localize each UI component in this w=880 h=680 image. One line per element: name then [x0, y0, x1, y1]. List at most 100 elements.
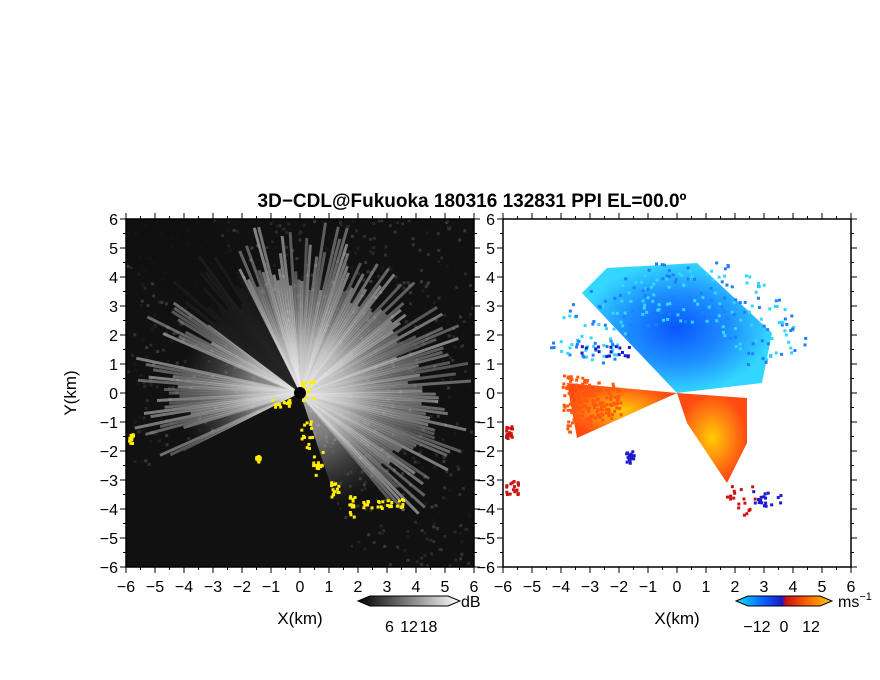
- noise-speckle: [145, 346, 149, 350]
- noise-speckle: [149, 440, 153, 444]
- noise-speckle: [347, 250, 351, 254]
- y-tick-label: 2: [486, 328, 495, 345]
- velocity-clutter: [509, 482, 513, 486]
- blocked-sector: [126, 393, 358, 567]
- velocity-speckle: [575, 342, 579, 346]
- ground-clutter: [376, 505, 380, 509]
- velocity-speckle: [580, 334, 584, 338]
- noise-speckle: [256, 229, 260, 233]
- noise-speckle: [470, 306, 474, 310]
- velocity-speckle: [656, 308, 660, 312]
- velocity-speckle: [749, 323, 753, 327]
- noise-speckle: [423, 475, 427, 479]
- noise-speckle: [372, 246, 376, 250]
- velocity-speckle: [758, 356, 762, 360]
- noise-speckle: [388, 223, 392, 227]
- velocity-speckle: [622, 315, 626, 319]
- noise-speckle: [354, 251, 358, 255]
- velocity-speckle: [608, 403, 612, 407]
- noise-speckle: [420, 529, 424, 533]
- velocity-clutter: [753, 501, 757, 505]
- velocity-clutter: [605, 355, 609, 359]
- velocity-speckle: [641, 299, 645, 303]
- noise-speckle: [439, 263, 443, 267]
- velocity-speckle: [566, 351, 570, 355]
- noise-speckle: [287, 222, 291, 226]
- velocity-clutter: [626, 456, 630, 460]
- noise-speckle: [452, 327, 456, 331]
- velocity-speckle: [570, 421, 574, 425]
- velocity-speckle: [718, 329, 722, 333]
- noise-speckle: [448, 356, 452, 360]
- noise-speckle: [418, 451, 422, 455]
- noise-speckle: [442, 496, 446, 500]
- velocity-clutter: [512, 480, 516, 484]
- velocity-speckle: [766, 339, 770, 343]
- noise-speckle: [396, 283, 400, 287]
- noise-speckle: [278, 273, 282, 277]
- velocity-colorbar-unit-exponent: −1: [859, 591, 872, 603]
- velocity-clutter: [776, 496, 780, 500]
- velocity-speckle: [790, 314, 794, 318]
- velocity-speckle: [613, 357, 617, 361]
- ground-clutter: [304, 381, 308, 385]
- velocity-speckle: [762, 283, 766, 287]
- ground-clutter: [288, 398, 292, 402]
- velocity-speckle: [615, 311, 619, 315]
- velocity-speckle: [720, 305, 724, 309]
- velocity-speckle: [765, 358, 769, 362]
- velocity-speckle: [723, 296, 727, 300]
- velocity-speckle: [777, 321, 781, 325]
- ground-clutter: [256, 458, 260, 462]
- noise-speckle: [398, 501, 402, 505]
- ground-clutter: [312, 461, 316, 465]
- velocity-speckle: [678, 272, 682, 276]
- velocity-speckle: [576, 375, 580, 379]
- velocity-clutter: [732, 496, 736, 500]
- noise-speckle: [442, 455, 446, 459]
- x-tick-label: −6: [117, 579, 135, 596]
- ground-clutter: [314, 473, 318, 477]
- x-tick-label: −5: [523, 579, 541, 596]
- velocity-speckle: [757, 305, 761, 309]
- velocity-speckle: [634, 280, 638, 284]
- velocity-clutter: [510, 435, 514, 439]
- velocity-speckle: [764, 360, 768, 364]
- x-tick-label: 1: [702, 579, 711, 596]
- velocity-speckle: [783, 317, 787, 321]
- velocity-clutter: [628, 461, 632, 465]
- velocity-speckle: [641, 289, 645, 293]
- velocity-speckle: [644, 287, 648, 291]
- velocity-speckle: [734, 345, 738, 349]
- noise-speckle: [426, 253, 430, 257]
- velocity-speckle: [730, 310, 734, 314]
- velocity-speckle: [599, 386, 603, 390]
- velocity-clutter: [631, 450, 635, 454]
- velocity-speckle: [686, 277, 690, 281]
- velocity-speckle: [568, 353, 572, 357]
- velocity-clutter: [623, 354, 627, 358]
- velocity-speckle: [618, 388, 622, 392]
- noise-speckle: [420, 448, 424, 452]
- velocity-speckle: [588, 418, 592, 422]
- noise-speckle: [439, 548, 443, 552]
- ground-clutter: [302, 398, 306, 402]
- ground-clutter: [310, 381, 314, 385]
- noise-speckle: [130, 354, 134, 358]
- velocity-speckle: [605, 327, 609, 331]
- noise-speckle: [339, 507, 343, 511]
- x-tick-label: 6: [470, 579, 479, 596]
- x-tick-label: −2: [610, 579, 628, 596]
- noise-speckle: [350, 266, 354, 270]
- ground-clutter: [279, 405, 283, 409]
- y-tick-label: 0: [486, 386, 495, 403]
- x-tick-label: 0: [296, 579, 305, 596]
- velocity-speckle: [709, 311, 713, 315]
- noise-speckle: [373, 295, 377, 299]
- noise-speckle: [408, 302, 412, 306]
- velocity-speckle: [585, 380, 589, 384]
- noise-speckle: [446, 219, 450, 223]
- noise-speckle: [432, 521, 436, 525]
- velocity-speckle: [711, 278, 715, 282]
- velocity-colorbar-bar: [734, 595, 834, 607]
